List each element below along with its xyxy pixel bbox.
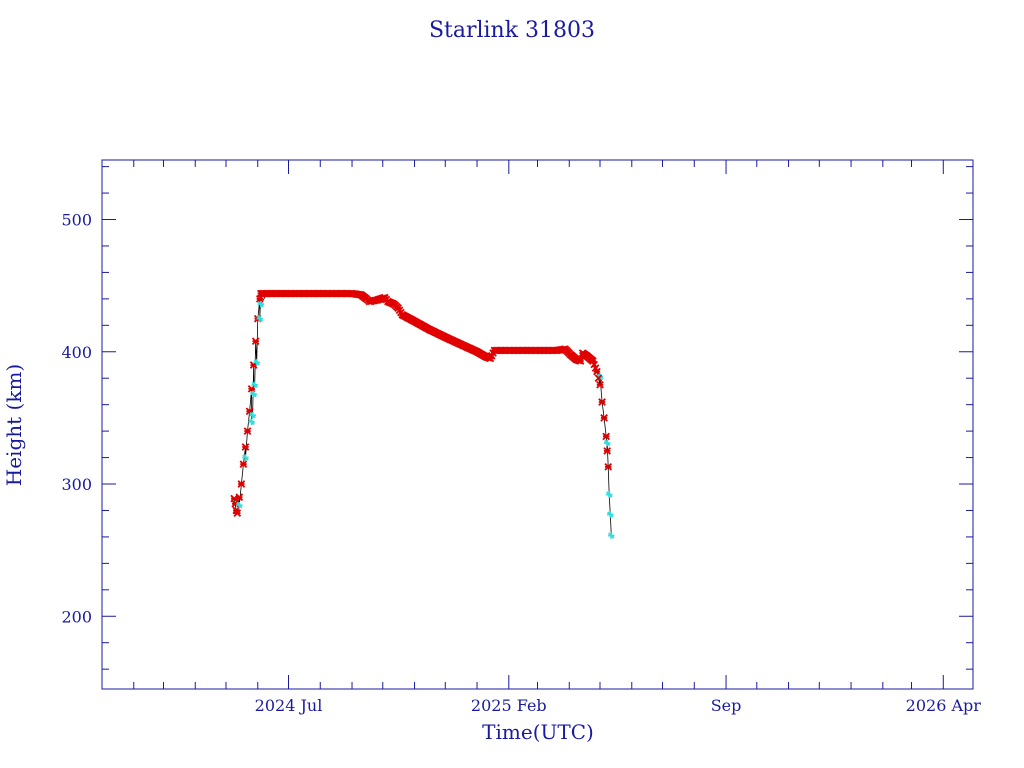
x-tick-label: Sep xyxy=(711,696,742,715)
point-cyan xyxy=(249,412,256,419)
point-red xyxy=(575,356,584,365)
point-red xyxy=(600,414,608,422)
point-red xyxy=(239,460,248,469)
point-red xyxy=(241,443,250,451)
point-red xyxy=(237,480,246,488)
point-cyan xyxy=(250,390,257,398)
point-cyan xyxy=(607,511,614,518)
point-red xyxy=(591,364,600,372)
x-tick-label: 2024 Jul xyxy=(255,696,323,715)
point-red xyxy=(587,356,596,364)
y-axis-label: Height (km) xyxy=(2,364,26,486)
y-tick-label: 400 xyxy=(61,343,92,362)
x-tick-label: 2026 Apr xyxy=(906,696,982,715)
y-tick-label: 500 xyxy=(61,211,92,230)
point-red xyxy=(251,337,260,346)
point-cyan xyxy=(253,359,260,366)
plot-area xyxy=(101,159,974,690)
point-red xyxy=(594,374,603,383)
data-points xyxy=(230,289,615,539)
point-red xyxy=(243,427,252,435)
point-cyan xyxy=(251,381,258,389)
x-tick-label: 2025 Feb xyxy=(471,696,547,715)
axis-ticks xyxy=(102,160,973,689)
chart-title: Starlink 31803 xyxy=(429,18,595,43)
point-cyan xyxy=(256,315,264,322)
point-red xyxy=(233,509,242,517)
point-red xyxy=(235,493,244,502)
y-tick-label: 200 xyxy=(61,607,92,626)
y-tick-label: 300 xyxy=(61,475,92,494)
point-red xyxy=(604,462,613,471)
x-axis-label: Time(UTC) xyxy=(482,720,594,744)
point-cyan xyxy=(608,532,615,539)
tick-labels: 200 300 400 500 2024 Jul 2025 Feb Sep 2026 Apr xyxy=(61,211,981,715)
point-cyan xyxy=(603,439,611,447)
point-cyan xyxy=(606,491,613,498)
point-red xyxy=(596,380,604,389)
point-cyan xyxy=(248,418,255,426)
point-cyan xyxy=(236,501,243,509)
point-red xyxy=(598,398,606,406)
point-red xyxy=(603,447,612,455)
point-cyan xyxy=(242,454,249,461)
point-red xyxy=(602,432,610,441)
point-cyan xyxy=(257,300,265,308)
